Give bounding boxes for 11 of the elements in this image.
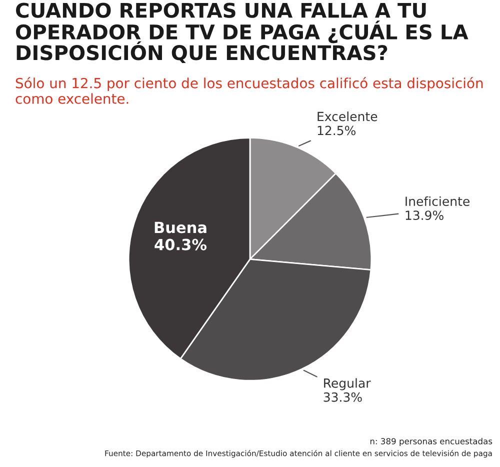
data-label: 12.5%: [318, 126, 356, 136]
text: n: 389 personas encuestadas: [370, 438, 492, 446]
data-label: 40.3%: [154, 238, 207, 250]
slice-label: Buena: [154, 222, 206, 234]
data-label: 33.3%: [324, 392, 362, 402]
slice-label: Regular: [324, 378, 371, 390]
slice-label: Ineficiente: [406, 196, 470, 206]
chart-title: CUANDO REPORTAS UNA FALLA A TU OPERADOR DE TV DE PAGA ¿CUÁL ES LA DISPOSICIÓN QUE ENCUENTRAS?: [16, 2, 468, 63]
slice-label: Excelente: [318, 112, 378, 122]
data-label: 13.9%: [406, 210, 444, 220]
chart-subtitle: Sólo un 12.5 por ciento de los encuestados calificó esta disposición como excelente.: [16, 77, 483, 104]
